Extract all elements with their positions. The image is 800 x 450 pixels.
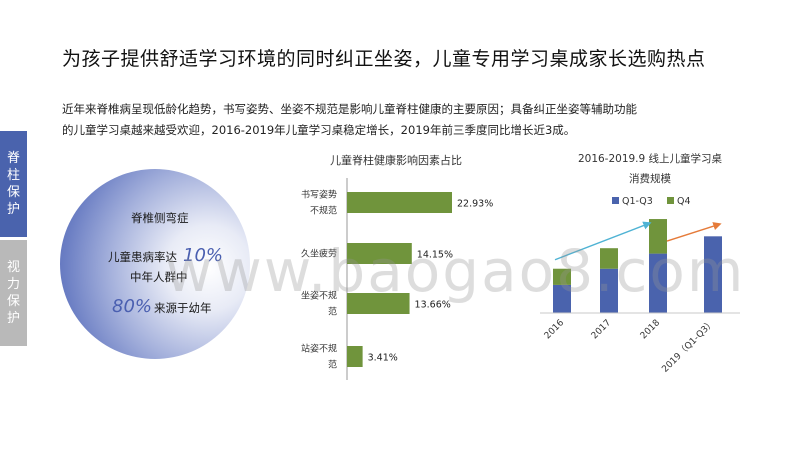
bar-category-label-1: 书写姿势 bbox=[301, 189, 337, 201]
origin-pct: 80% bbox=[112, 296, 153, 317]
column-category-label-2: 2017 bbox=[590, 318, 613, 341]
legend-swatch-2 bbox=[667, 197, 674, 204]
column-q1q3-2 bbox=[600, 268, 618, 313]
legend-label-1: Q1-Q3 bbox=[622, 196, 653, 207]
intro-line-1: 近年来脊椎病呈现低龄化趋势，书写姿势、坐姿不规范是影响儿童脊柱健康的主要原因；具… bbox=[62, 102, 637, 116]
bar-1 bbox=[347, 192, 452, 213]
tab-vision-protection[interactable]: 视力保护 bbox=[0, 240, 27, 346]
tab-label-char: 柱 bbox=[6, 168, 20, 183]
bar-category-label-4: 站姿不规 bbox=[301, 343, 337, 355]
bar-value-label-2: 14.15% bbox=[417, 250, 453, 261]
column-q4-1 bbox=[553, 268, 571, 285]
column-q4-3 bbox=[649, 219, 667, 254]
column-chart-title: 2016-2019.9 线上儿童学习桌 消费规模 bbox=[552, 149, 748, 189]
column-q4-2 bbox=[600, 248, 618, 269]
bar-4 bbox=[347, 346, 363, 367]
column-chart-title-line-2: 消费规模 bbox=[629, 173, 671, 185]
bar-value-label-3: 13.66% bbox=[415, 300, 451, 311]
circle-line-origin: 80% 来源于幼年 bbox=[112, 296, 212, 317]
child-rate-pct: 10% bbox=[183, 245, 224, 266]
column-q1q3-3 bbox=[649, 253, 667, 313]
bar-category-label-3: 范 bbox=[328, 306, 337, 318]
tab-label-char: 脊 bbox=[6, 151, 20, 166]
column-q1q3-4 bbox=[704, 236, 722, 313]
trend-arrow-orange bbox=[666, 222, 722, 242]
tab-label-char: 保 bbox=[6, 294, 20, 309]
legend-label-2: Q4 bbox=[677, 196, 691, 207]
intro-line-2: 的儿童学习桌越来越受欢迎，2016-2019年儿童学习桌稳定增长，2019年前三… bbox=[62, 123, 576, 137]
column-chart-title-line-1: 2016-2019.9 线上儿童学习桌 bbox=[577, 153, 723, 165]
legend-swatch-1 bbox=[612, 197, 619, 204]
tab-label-char: 护 bbox=[6, 311, 20, 326]
trend-arrow-blue bbox=[554, 221, 652, 261]
origin-text: 来源于幼年 bbox=[154, 301, 212, 315]
column-category-label-3: 2018 bbox=[639, 318, 662, 341]
tab-spine-protection[interactable]: 脊柱保护 bbox=[0, 131, 27, 237]
bar-value-label-4: 3.41% bbox=[368, 353, 398, 364]
bar-value-label-1: 22.93% bbox=[457, 199, 493, 210]
bar-chart-title: 儿童脊柱健康影响因素占比 bbox=[330, 154, 462, 167]
tab-label-char: 保 bbox=[6, 185, 20, 200]
bar-3 bbox=[347, 293, 410, 314]
bar-category-label-3: 坐姿不规 bbox=[301, 290, 337, 302]
tab-label-char: 护 bbox=[6, 202, 20, 217]
bar-category-label-2: 久坐疲劳 bbox=[301, 248, 337, 260]
bar-category-label-4: 范 bbox=[328, 359, 337, 371]
intro-paragraph: 近年来脊椎病呈现低龄化趋势，书写姿势、坐姿不规范是影响儿童脊柱健康的主要原因；具… bbox=[62, 99, 737, 141]
bar-2 bbox=[347, 243, 412, 264]
column-category-label-1: 2016 bbox=[543, 318, 566, 341]
column-category-label-4: 2019（Q1-Q3） bbox=[660, 317, 717, 374]
bar-category-label-1: 不规范 bbox=[310, 205, 337, 217]
tab-label-char: 力 bbox=[6, 277, 20, 292]
column-q1q3-1 bbox=[553, 284, 571, 313]
tab-label-char: 视 bbox=[6, 260, 20, 275]
circle-line-scoliosis: 脊椎侧弯症 bbox=[131, 211, 189, 225]
page-title: 为孩子提供舒适学习环境的同时纠正坐姿，儿童专用学习桌成家长选购热点 bbox=[62, 48, 706, 70]
child-rate-text: 儿童患病率达 bbox=[108, 250, 177, 264]
circle-line-child-rate: 儿童患病率达 10% bbox=[108, 245, 223, 266]
circle-line-middle-age: 中年人群中 bbox=[130, 270, 188, 284]
spine-facts-circle bbox=[60, 169, 250, 359]
